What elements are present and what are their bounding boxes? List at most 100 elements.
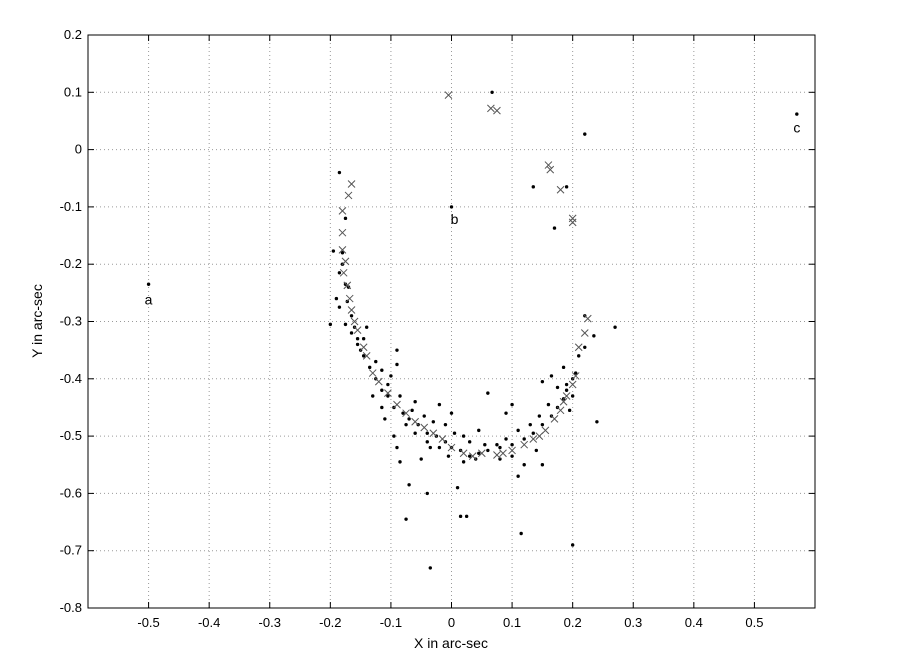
data-points: [146, 90, 799, 570]
x-marker-point: [374, 377, 383, 386]
dot-marker-point: [361, 336, 366, 341]
dot-marker-point: [552, 226, 557, 230]
dot-marker-point: [534, 448, 539, 453]
x-marker-point: [359, 343, 368, 352]
x-marker-point: [459, 449, 468, 458]
y-tick-label: -0.4: [60, 371, 82, 386]
x-marker-point: [571, 372, 580, 380]
x-tick-label: -0.1: [380, 615, 402, 630]
x-marker-point: [350, 317, 359, 326]
dot-marker-point: [349, 331, 354, 335]
dot-marker-point: [334, 296, 339, 301]
x-marker-point: [344, 191, 353, 200]
dot-marker-point: [467, 440, 472, 444]
dot-marker-point: [458, 514, 463, 519]
dot-marker-point: [555, 385, 560, 390]
dot-marker-point: [398, 394, 402, 398]
dot-marker-point: [395, 362, 399, 367]
dot-marker-point: [498, 457, 502, 461]
dot-marker-point: [374, 359, 378, 364]
dot-marker-point: [522, 437, 526, 441]
dot-marker-point: [355, 342, 360, 347]
dot-marker-point: [380, 388, 384, 392]
x-marker-point: [568, 380, 577, 389]
dot-marker-point: [361, 354, 366, 358]
dot-marker-point: [461, 434, 466, 438]
x-marker-point: [341, 257, 350, 266]
dot-marker-point: [419, 457, 423, 461]
x-marker-point: [468, 452, 477, 461]
dot-marker-point: [567, 408, 572, 413]
dot-marker-point: [340, 251, 345, 255]
y-tick-label: 0.2: [64, 27, 82, 42]
dot-marker-point: [464, 514, 469, 519]
x-marker-point: [546, 165, 555, 174]
dot-marker-point: [495, 442, 499, 447]
annotation-label: a: [145, 291, 153, 307]
y-tick-label: 0: [75, 142, 82, 157]
dot-marker-point: [483, 442, 487, 447]
y-tick-label: 0.1: [64, 84, 82, 99]
dot-marker-point: [395, 445, 399, 450]
dot-marker-point: [343, 216, 348, 221]
x-tick-label: 0.3: [624, 615, 642, 630]
dot-marker-point: [467, 454, 472, 458]
dot-marker-point: [540, 379, 545, 384]
y-tick-label: -0.7: [60, 543, 82, 558]
dot-marker-point: [355, 336, 360, 341]
x-marker-point: [393, 400, 401, 409]
x-marker-point: [477, 449, 486, 458]
dot-marker-point: [577, 354, 581, 358]
dot-marker-point: [407, 417, 411, 421]
x-marker-point: [550, 415, 559, 423]
x-marker-point: [493, 451, 501, 459]
dot-marker-point: [401, 411, 405, 415]
dot-marker-point: [437, 445, 442, 450]
dot-marker-point: [510, 442, 514, 447]
dot-marker-point: [549, 374, 554, 378]
dot-marker-point: [368, 365, 372, 370]
x-marker-point: [580, 329, 589, 337]
x-marker-point: [562, 392, 571, 400]
x-marker-point: [529, 435, 538, 443]
dot-marker-point: [477, 451, 481, 455]
dot-marker-point: [343, 322, 348, 327]
dot-marker-point: [337, 305, 342, 309]
x-marker-point: [347, 306, 356, 314]
dot-marker-point: [516, 474, 520, 478]
dot-marker-point: [546, 402, 551, 407]
x-marker-point: [338, 207, 347, 215]
dot-marker-point: [386, 382, 390, 387]
x-marker-point: [520, 440, 529, 449]
x-tick-label: 0: [448, 615, 455, 630]
dot-marker-point: [510, 454, 514, 458]
y-tick-label: -0.8: [60, 600, 82, 615]
dot-marker-point: [425, 440, 429, 444]
annotation-label: b: [451, 211, 459, 227]
x-tick-label: 0.2: [564, 615, 582, 630]
dot-marker-point: [613, 325, 617, 329]
dot-marker-point: [392, 434, 396, 438]
dot-marker-point: [519, 531, 523, 536]
dot-marker-point: [443, 422, 448, 427]
dot-marker-point: [428, 445, 432, 450]
dot-marker-point: [437, 402, 442, 407]
dot-marker-point: [540, 463, 545, 467]
x-axis-label: X in arc-sec: [414, 635, 488, 651]
dot-marker-point: [540, 422, 545, 427]
x-marker-point: [345, 294, 354, 303]
dot-marker-point: [146, 282, 151, 286]
x-marker-point: [556, 406, 565, 415]
axis-ticks: -0.5 -0.4 -0.3 -0.2 -0.1 0 0.1 0.2 0.3 0.4 0.5 0.2 0…: [60, 27, 815, 630]
dot-marker-point: [516, 428, 520, 433]
dot-marker-point: [449, 411, 454, 415]
x-marker-point: [541, 426, 550, 435]
dot-marker-point: [477, 428, 481, 433]
x-marker-point: [535, 432, 544, 440]
dot-marker-point: [383, 417, 387, 421]
dot-marker-point: [564, 185, 569, 189]
dot-marker-point: [380, 368, 384, 372]
dot-marker-point: [528, 422, 532, 427]
dot-marker-point: [404, 422, 408, 427]
